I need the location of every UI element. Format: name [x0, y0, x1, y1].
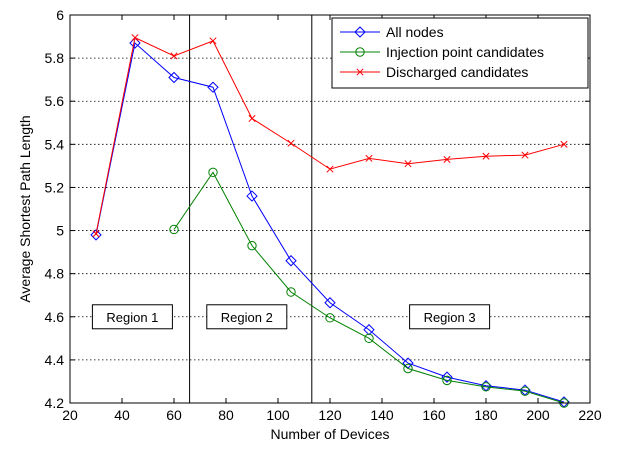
- series-2: [169, 167, 569, 408]
- series-line: [173, 171, 565, 404]
- series-layer: [90, 34, 570, 408]
- data-point: [129, 37, 141, 49]
- x-tick-label: 40: [114, 407, 130, 423]
- region-label-layer: Region 1 Region 2 Region 3: [91, 304, 491, 330]
- x-marker-stroke: [521, 151, 529, 159]
- x-marker-stroke: [482, 152, 490, 160]
- data-point: [442, 375, 452, 386]
- data-point: [131, 34, 139, 42]
- x-marker-stroke: [287, 139, 295, 147]
- x-marker-stroke: [209, 37, 217, 45]
- series-line: [95, 42, 565, 403]
- data-point: [481, 382, 491, 392]
- legend-marker: [355, 47, 365, 57]
- grid-layer: [70, 57, 590, 361]
- x-tick-label: 160: [422, 407, 446, 423]
- y-tick-label: 5: [56, 223, 64, 239]
- data-point: [325, 313, 335, 323]
- x-marker-stroke: [356, 68, 364, 76]
- y-tick-label: 4.4: [45, 352, 65, 368]
- x-marker-stroke: [443, 155, 451, 163]
- x-tick-label: 20: [62, 407, 78, 423]
- x-tick-label: 200: [526, 407, 550, 423]
- x-marker-stroke: [365, 154, 373, 162]
- x-tick-label: 220: [578, 407, 602, 423]
- x-tick-label: 100: [266, 407, 290, 423]
- data-point: [365, 154, 373, 162]
- y-tick-label: 5.6: [45, 93, 65, 109]
- data-point: [404, 160, 412, 168]
- legend-label: Discharged candidates: [386, 64, 528, 80]
- series-3: [92, 34, 568, 238]
- tick-layer: 20 40 60 80 100 120 140 160 180 200 220 4.2 4.4 4.6 4.…: [45, 7, 602, 423]
- legend-marker: [354, 26, 366, 38]
- y-tick-label: 5.4: [45, 136, 65, 152]
- data-point: [170, 52, 178, 60]
- data-point: [521, 151, 529, 159]
- legend-item: All nodes: [340, 24, 444, 40]
- region-box: [206, 304, 288, 330]
- data-point: [443, 155, 451, 163]
- data-point: [168, 71, 180, 84]
- data-point: [403, 363, 413, 374]
- data-point: [287, 139, 295, 147]
- y-tick-label: 6: [56, 7, 64, 23]
- data-point: [326, 165, 334, 173]
- x-marker-stroke: [248, 114, 256, 123]
- data-point: [247, 240, 257, 251]
- x-marker-stroke: [92, 230, 100, 238]
- data-point: [246, 190, 258, 202]
- data-point: [92, 230, 100, 238]
- region-label: Region 1: [106, 310, 158, 325]
- region-label: Region 3: [424, 310, 476, 325]
- region-label: Region 2: [221, 310, 273, 325]
- y-axis-title: Average Shortest Path Length: [17, 115, 33, 302]
- data-point: [364, 333, 374, 344]
- data-point: [209, 37, 217, 45]
- x-tick-label: 180: [474, 407, 498, 423]
- x-marker-stroke: [131, 34, 139, 42]
- legend-box: [331, 17, 589, 89]
- legend-item: Discharged candidates: [340, 64, 528, 80]
- legend-item: Injection point candidates: [340, 44, 544, 60]
- y-tick-label: 4.6: [45, 309, 65, 325]
- data-point: [90, 229, 102, 241]
- x-marker-stroke: [170, 52, 178, 60]
- legend-marker: [356, 68, 364, 76]
- data-point: [482, 152, 490, 160]
- y-tick-label: 5.8: [45, 50, 65, 66]
- x-axis-title: Number of Devices: [270, 426, 389, 442]
- region-box: [409, 304, 491, 330]
- data-point: [286, 287, 296, 297]
- x-tick-label: 120: [318, 407, 342, 423]
- data-point: [441, 371, 453, 383]
- x-marker-stroke: [560, 140, 568, 148]
- data-point: [520, 386, 530, 396]
- region-divider-layer: [189, 15, 313, 403]
- y-tick-label: 4.8: [45, 266, 65, 282]
- data-point: [324, 297, 336, 309]
- x-marker-stroke: [404, 160, 412, 168]
- x-tick-label: 60: [166, 407, 182, 423]
- data-point: [363, 324, 375, 336]
- data-point: [208, 167, 218, 178]
- data-point: [560, 140, 568, 148]
- data-point: [207, 81, 219, 93]
- legend: All nodes Injection point candidates Disch…: [331, 17, 589, 89]
- x-tick-label: 140: [370, 407, 394, 423]
- y-tick-label: 5.2: [45, 179, 65, 195]
- data-point: [285, 255, 297, 267]
- legend-label: All nodes: [386, 24, 444, 40]
- x-marker-stroke: [326, 165, 334, 173]
- y-tick-label: 4.2: [45, 395, 65, 411]
- data-point: [169, 224, 179, 235]
- data-point: [248, 114, 256, 123]
- legend-label: Injection point candidates: [386, 44, 544, 60]
- region-box: [91, 304, 173, 330]
- x-tick-label: 80: [218, 407, 234, 423]
